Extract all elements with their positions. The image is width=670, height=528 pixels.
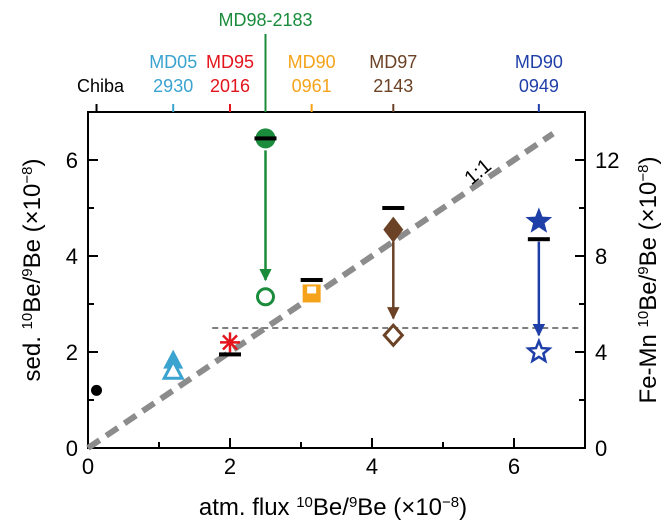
point-star-filled [525,207,553,233]
y-axis-right-title-close: ) [635,157,662,165]
black-bar [527,237,550,242]
x-axis-title-sup2: 9 [349,494,357,511]
point-star-open [525,337,553,364]
site-label-chiba: Chiba [77,76,125,96]
black-bar [254,136,277,141]
y-axis-left-title-sup1: 10 [19,313,36,330]
plot-frame [87,111,586,449]
site-label-line2: 0961 [292,76,332,96]
x-tick-label: 2 [224,454,236,479]
y-axis-right-title-sup1: 10 [635,311,652,328]
y-right-tick-label: 8 [595,244,607,269]
point-asterisk-stroke [222,334,238,351]
y-left-tick-label: 4 [66,244,78,269]
x-axis-title-unit: (×10 [387,494,442,521]
site-label-line1: MD05 [149,52,197,72]
y-axis-left-title-exp: −8 [19,167,36,184]
black-bar [300,278,323,282]
site-label-line1: MD90 [288,52,336,72]
y-axis-left-title: sed. 10Be/9Be (×10−8) [19,159,47,382]
y-right-tick-label: 0 [595,436,607,461]
one-to-one-line [86,131,555,451]
x-axis-title: atm. flux 10Be/9Be (×10−8) [199,494,467,522]
site-label-line2: 0949 [519,76,559,96]
y-axis-right-title-exp: −8 [635,165,652,182]
y-axis-right-title-el2: Be [635,237,662,266]
x-tick-label: 4 [366,454,378,479]
point-diamond-open [382,322,405,348]
x-axis-title-el2: Be [357,494,386,521]
y-axis-left-title-unit: (×10 [19,184,46,239]
black-bar [382,206,405,210]
y-axis-left-title-prefix: sed. [19,329,46,381]
point-circle-open [256,287,275,307]
x-tick-label: 0 [82,454,94,479]
y-axis-right-title-el1: Be/ [635,274,662,310]
y-axis-left-title-el2: Be [19,239,46,268]
point-diamond-filled [383,216,404,243]
x-tick-label: 6 [508,454,520,479]
x-axis-title-sup1: 10 [296,494,313,511]
y-left-tick-label: 2 [66,340,78,365]
y-axis-left-title-sup2: 9 [19,268,36,276]
point-square-inner [307,286,317,294]
site-label-line1: MD97 [369,52,417,72]
y-axis-right-title-prefix: Fe-Mn [635,327,662,403]
x-axis-title-exp: −8 [442,494,459,511]
x-axis-title-el1: Be/ [313,494,349,521]
y-right-tick-label: 12 [595,148,619,173]
y-axis-right-title: Fe-Mn 10Be/9Be (×10−8) [635,157,663,404]
y-right-tick-label: 4 [595,340,607,365]
y-axis-left-title-el1: Be/ [19,276,46,312]
x-axis-title-prefix: atm. flux [199,494,296,521]
point-triangle-open [161,358,185,380]
plot-area: 0 2 4 6 0 2 4 6 0 4 8 12 Chiba MD05 2930 MD95 2016 MD98-2… [66,10,620,479]
site-label-line2: 2143 [373,76,413,96]
site-label-line2: 2016 [210,76,250,96]
y-axis-right-title-unit: (×10 [635,182,662,237]
site-label-line1: MD95 [206,52,254,72]
y-left-tick-label: 6 [66,148,78,173]
y-left-tick-label: 0 [66,436,78,461]
site-label-line2: 2930 [153,76,193,96]
site-label-top: MD98-2183 [218,10,312,30]
site-label-line1: MD90 [515,52,563,72]
point-dot [91,384,103,396]
black-bar [219,352,241,357]
y-axis-left-title-close: ) [19,159,46,167]
x-axis-title-close: ) [459,494,467,521]
one-to-one-label: 1:1 [460,155,495,190]
y-axis-right-title-sup2: 9 [635,266,652,274]
